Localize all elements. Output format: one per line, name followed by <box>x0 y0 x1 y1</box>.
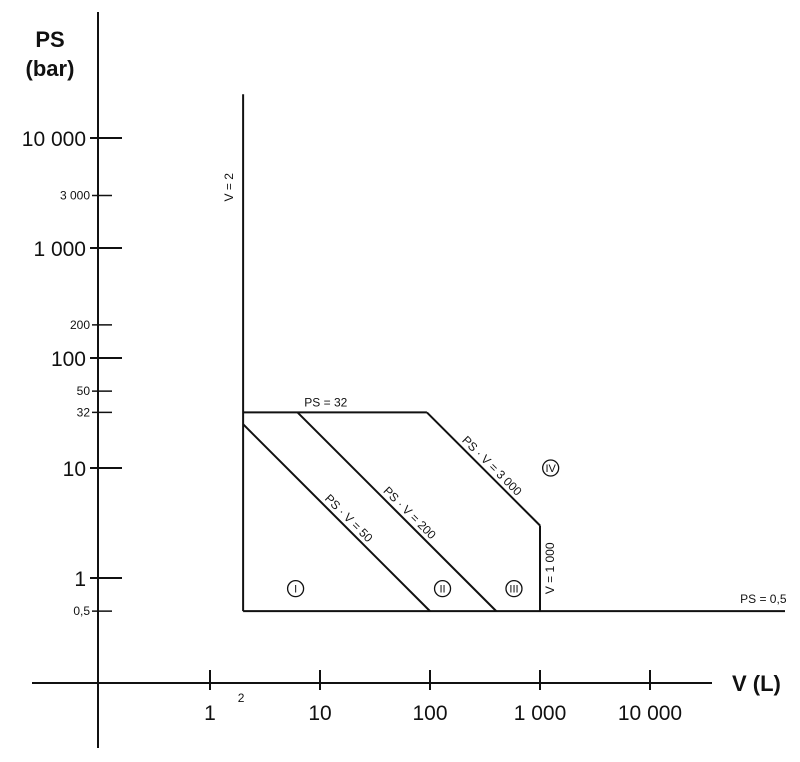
category-boundaries: V = 2 PS = 32 PS · V = 50 PS · V = 200 PS · … <box>222 94 787 613</box>
x-tick-label: 2 <box>238 691 245 705</box>
boundary-label: PS · V = 50 <box>322 491 376 545</box>
y-tick-label: 10 000 <box>22 128 86 151</box>
region-marker <box>542 459 560 477</box>
x-tick-label: 10 <box>308 702 331 725</box>
region-marker <box>433 580 452 598</box>
y-tick-label: 0,5 <box>73 604 90 618</box>
y-tick-label: 32 <box>77 405 91 419</box>
x-tick-label: 1 <box>204 702 216 725</box>
y-tick-label: 200 <box>70 318 90 332</box>
region-label: II <box>439 584 445 596</box>
boundary-line <box>242 423 431 612</box>
boundary-label: PS · V = 3 000 <box>459 433 525 499</box>
region-label: IV <box>545 463 556 475</box>
boundary-label: V = 2 <box>222 173 236 202</box>
region-label: III <box>509 584 518 596</box>
y-axis-title-line2: (bar) <box>26 56 75 81</box>
region-marker <box>286 580 305 598</box>
boundary-label: PS · V = 200 <box>381 484 439 542</box>
boundary-line <box>426 411 541 527</box>
boundary-label: PS = 0,5 <box>740 592 787 606</box>
y-tick-label: 3 000 <box>60 189 90 203</box>
y-tick-label: 50 <box>77 384 91 398</box>
y-tick-label: 1 000 <box>33 238 86 261</box>
y-tick-label: 100 <box>51 348 86 371</box>
x-ticks: 1 2 10 100 1 000 10 000 <box>204 670 682 725</box>
region-label: I <box>294 584 297 596</box>
boundary-line <box>296 411 497 612</box>
x-tick-label: 100 <box>412 702 447 725</box>
y-ticks: 10 000 3 000 1 000 200 100 50 32 10 1 0,5 <box>22 128 122 618</box>
x-tick-label: 1 000 <box>514 702 567 725</box>
y-tick-label: 1 <box>74 568 86 591</box>
region-marker <box>505 580 523 598</box>
y-tick-label: 10 <box>63 458 86 481</box>
x-axis-title: V (L) <box>732 671 781 696</box>
boundary-label: V = 1 000 <box>543 542 557 594</box>
boundary-label: PS = 32 <box>304 395 347 409</box>
y-axis-title-line1: PS <box>35 27 64 52</box>
x-tick-label: 10 000 <box>618 702 682 725</box>
